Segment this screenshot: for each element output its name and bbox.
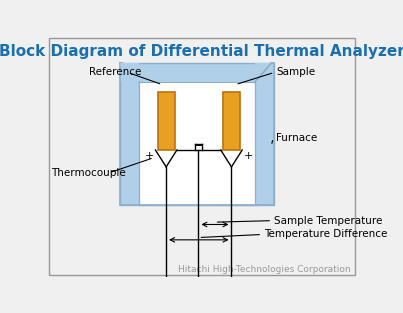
Bar: [139, 82, 255, 205]
Text: Sample Temperature: Sample Temperature: [274, 216, 382, 226]
Bar: [223, 92, 240, 150]
Text: −: −: [194, 141, 203, 151]
Text: Sample: Sample: [276, 67, 315, 77]
Text: +: +: [244, 151, 253, 161]
Text: Reference: Reference: [89, 67, 142, 77]
Bar: [120, 63, 274, 205]
Text: +: +: [145, 151, 154, 161]
Text: Thermocouple: Thermocouple: [51, 168, 126, 178]
Text: Block Diagram of Differential Thermal Analyzer: Block Diagram of Differential Thermal An…: [0, 44, 403, 59]
Text: Hitachi High-Technologies Corporation: Hitachi High-Technologies Corporation: [178, 264, 351, 274]
Bar: [120, 63, 139, 82]
Bar: [158, 92, 174, 150]
Text: Furnace: Furnace: [276, 133, 317, 143]
Bar: [255, 63, 274, 82]
Polygon shape: [120, 63, 139, 82]
Text: Temperature Difference: Temperature Difference: [264, 229, 387, 239]
